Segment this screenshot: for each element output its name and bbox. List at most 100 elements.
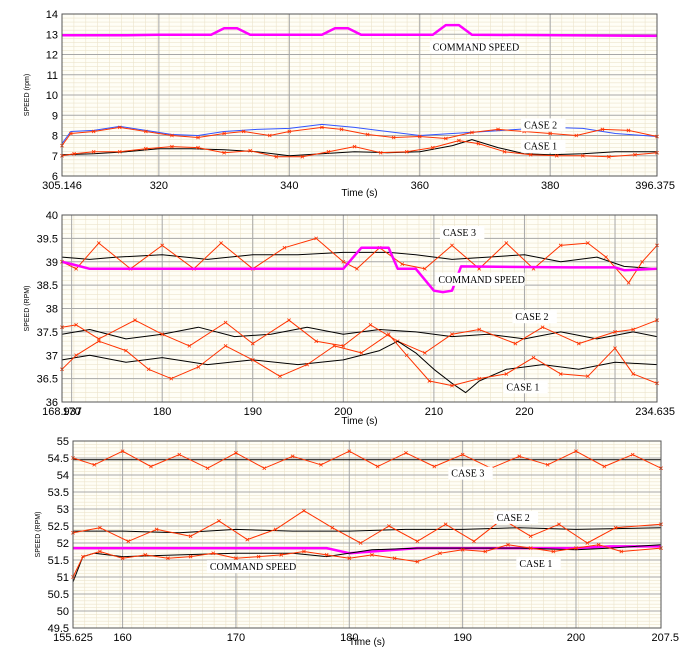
series-command [61, 246, 658, 294]
data-point [160, 332, 165, 337]
data-point [305, 362, 309, 367]
data-point [576, 341, 581, 346]
data-point [262, 466, 267, 471]
data-point [196, 145, 200, 150]
data-point [347, 449, 352, 454]
data-point [219, 241, 223, 245]
x-tick-label: 210 [425, 406, 443, 418]
data-point [619, 549, 624, 554]
data-point [250, 358, 255, 362]
data-point [196, 365, 201, 369]
annotation-label: COMMAND SPEED [210, 562, 296, 573]
data-point [630, 452, 635, 457]
data-point [506, 542, 510, 547]
data-point [91, 149, 96, 154]
data-point [154, 527, 159, 532]
series-case1-measured [60, 138, 659, 159]
data-point [574, 133, 579, 138]
annotation-bg [521, 118, 566, 132]
data-point [74, 353, 79, 358]
annotation-bg [439, 226, 485, 240]
x-axis-label: Time (s) [341, 416, 377, 427]
data-point [347, 556, 352, 561]
y-tick-label: 52.5 [48, 521, 69, 533]
series-case1-model [61, 340, 658, 394]
annotation-label: CASE 1 [506, 382, 539, 393]
data-point [596, 542, 601, 547]
data-point [574, 546, 578, 550]
series-line [72, 544, 662, 583]
y-tick-label: 12 [46, 50, 58, 62]
data-point [476, 141, 481, 146]
data-point [368, 322, 373, 327]
data-point [149, 464, 153, 469]
data-point [613, 346, 617, 351]
data-point [278, 374, 282, 379]
series-line [61, 319, 658, 354]
data-point [170, 133, 174, 138]
plot-frame [61, 214, 658, 403]
data-point [319, 462, 323, 467]
data-point [273, 527, 278, 532]
data-point [196, 135, 200, 140]
data-point [585, 374, 590, 379]
data-point [427, 379, 432, 383]
data-point [143, 146, 148, 151]
x-tick-label: 207.5 [651, 632, 679, 644]
data-point [375, 464, 380, 469]
data-point [166, 556, 170, 561]
chart-1: 6 7 8 9 10 11 12 13 14 305.146 320 340 360 380 396.375… [24, 9, 675, 199]
y-tick-label: 53.5 [48, 487, 69, 499]
data-point [352, 144, 357, 149]
data-point [387, 524, 391, 528]
data-point [483, 549, 488, 554]
data-point [223, 320, 228, 325]
x-tick-label: 160 [113, 632, 131, 644]
data-point [640, 259, 645, 264]
data-point [222, 150, 226, 155]
data-point [74, 322, 79, 327]
data-point [460, 547, 465, 552]
data-point [143, 129, 148, 134]
data-point [580, 153, 585, 158]
data-point [496, 127, 500, 132]
x-tick-label: 155.625 [53, 632, 93, 644]
data-point [457, 138, 461, 143]
data-point [626, 128, 631, 133]
data-point [98, 549, 102, 554]
data-point [341, 259, 346, 264]
y-tick-label: 10 [46, 90, 58, 102]
data-point [245, 537, 250, 542]
data-point [74, 266, 79, 271]
y-tick-label: 36.5 [37, 374, 58, 386]
data-point [300, 154, 305, 159]
data-point [513, 341, 518, 346]
data-point [531, 355, 536, 360]
data-point [477, 376, 482, 381]
y-tick-label: 11 [47, 70, 58, 82]
annotation-label: COMMAND SPEED [433, 42, 519, 53]
series-line [62, 23, 658, 38]
data-point [211, 551, 216, 556]
data-point [339, 127, 344, 132]
x-tick-label: 168.937 [42, 406, 82, 418]
series-command [62, 23, 658, 38]
y-tick-label: 51 [57, 572, 69, 584]
data-point [391, 135, 396, 140]
data-point [404, 451, 408, 455]
y-tick-label: 49.5 [48, 623, 69, 635]
series-line [61, 340, 658, 394]
annotation-bg [493, 510, 539, 524]
data-point [341, 344, 346, 348]
y-tick-label: 52 [57, 538, 69, 550]
data-point [279, 553, 284, 557]
data-point [528, 152, 533, 157]
plot-frame [61, 13, 658, 177]
data-point [626, 280, 631, 285]
x-tick-label: 340 [280, 180, 298, 192]
data-point [72, 151, 76, 156]
data-point [400, 262, 405, 266]
annotation-bg [516, 556, 561, 570]
data-point [417, 134, 422, 139]
data-point [548, 131, 553, 136]
